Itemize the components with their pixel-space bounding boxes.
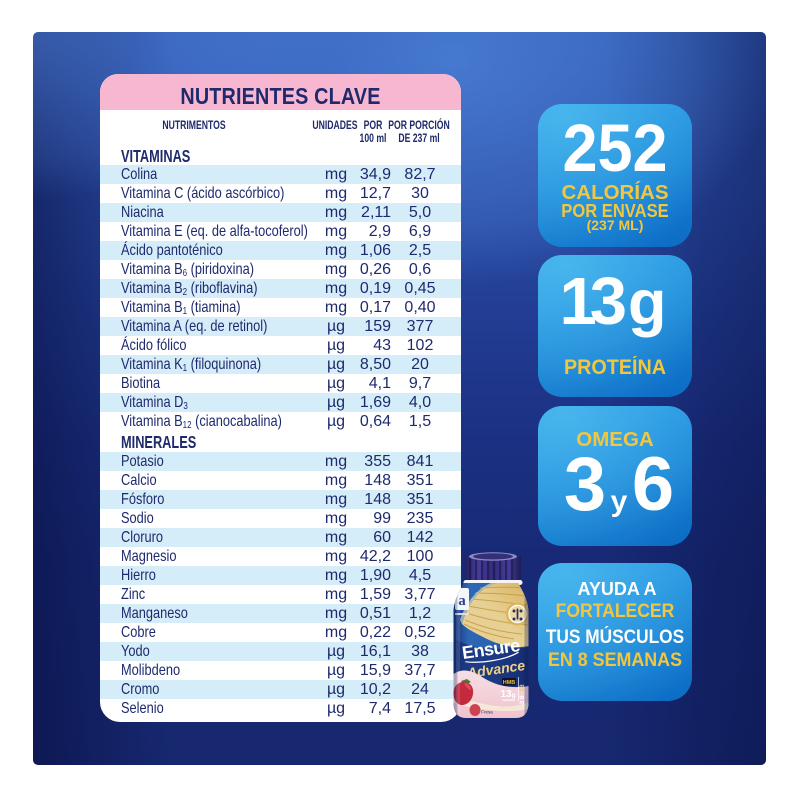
svg-text:HMB: HMB — [503, 680, 516, 686]
svg-text:3 6: 3 6 — [519, 695, 526, 704]
svg-text:28: 28 — [519, 684, 526, 692]
svg-text:13g: 13g — [500, 689, 515, 700]
svg-text:a: a — [458, 593, 466, 609]
svg-text:Fresa: Fresa — [481, 710, 493, 715]
